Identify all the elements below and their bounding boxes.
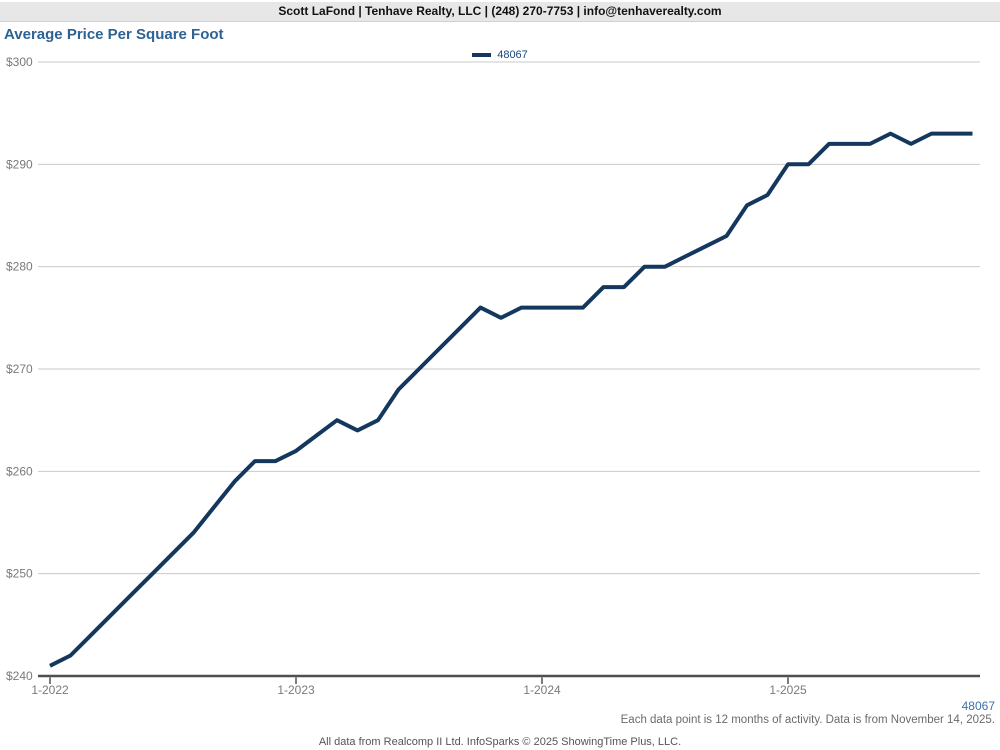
footer-attribution: All data from Realcomp II Ltd. InfoSpark… xyxy=(318,736,682,748)
price-line-48067 xyxy=(49,131,973,668)
y-tick-label: $240 xyxy=(6,669,33,683)
y-tick-label: $280 xyxy=(6,260,33,274)
x-tick-label: 1-2024 xyxy=(523,683,561,697)
y-tick-label: $260 xyxy=(6,464,33,478)
legend-series-label: 48067 xyxy=(497,49,528,61)
x-tick-label: 1-2023 xyxy=(277,683,315,697)
page-title: Average Price Per Square Foot xyxy=(4,26,224,43)
y-tick-label: $250 xyxy=(6,567,33,581)
y-tick-label: $270 xyxy=(6,362,33,376)
x-tick-label: 1-2025 xyxy=(769,683,807,697)
x-tick-label: 1-2022 xyxy=(31,683,69,697)
header-contact-bar: Scott LaFond | Tenhave Realty, LLC | (24… xyxy=(0,2,1000,22)
y-tick-label: $290 xyxy=(6,157,33,171)
footer-data-note: Each data point is 12 months of activity… xyxy=(620,714,995,726)
footer-area-code: 48067 xyxy=(961,699,995,713)
legend-line-swatch-icon xyxy=(472,53,492,57)
legend: 48067 xyxy=(0,48,1000,62)
y-tick-label: $300 xyxy=(6,55,33,69)
